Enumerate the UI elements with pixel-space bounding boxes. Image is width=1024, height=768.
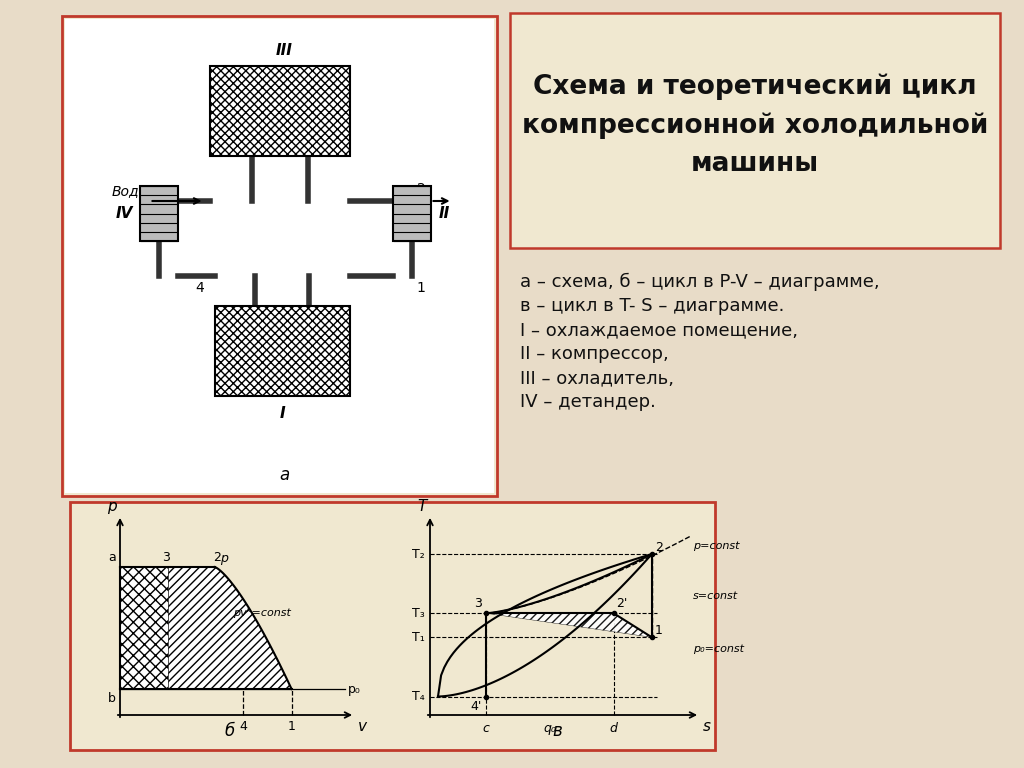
Bar: [392, 186, 430, 241]
Text: Вода: Вода: [112, 184, 147, 198]
Text: b: b: [109, 692, 116, 705]
Bar: [139, 186, 177, 241]
Polygon shape: [168, 567, 292, 689]
Text: I: I: [280, 406, 285, 421]
Text: s=const: s=const: [693, 591, 738, 601]
Text: Схема и теоретический цикл
компрессионной холодильной
машины: Схема и теоретический цикл компрессионно…: [522, 74, 988, 177]
Text: 2': 2': [616, 598, 628, 611]
Text: IV – детандер.: IV – детандер.: [520, 393, 656, 411]
FancyBboxPatch shape: [65, 19, 494, 493]
Text: d: d: [609, 722, 617, 735]
Text: 2: 2: [655, 541, 663, 554]
Text: 4: 4: [196, 281, 205, 295]
Text: III: III: [276, 43, 293, 58]
Text: T₁: T₁: [413, 631, 425, 644]
Text: I – охлаждаемое помещение,: I – охлаждаемое помещение,: [520, 321, 798, 339]
Text: IV: IV: [116, 206, 133, 221]
Bar: [210, 66, 349, 156]
Polygon shape: [120, 567, 168, 689]
Text: 3: 3: [163, 551, 170, 564]
Text: p: p: [219, 552, 227, 565]
Text: T₄: T₄: [413, 690, 425, 703]
Text: c: c: [482, 722, 489, 735]
Text: б: б: [225, 722, 236, 740]
Text: 3: 3: [474, 598, 482, 611]
Text: 1: 1: [288, 720, 296, 733]
Text: s: s: [703, 719, 711, 734]
Text: pvᵏ=const: pvᵏ=const: [232, 608, 291, 618]
Text: в – цикл в T- S – диаграмме.: в – цикл в T- S – диаграмме.: [520, 297, 784, 315]
Text: T₂: T₂: [413, 548, 425, 561]
Text: 2: 2: [213, 551, 220, 564]
Text: II: II: [438, 206, 450, 221]
Text: T₃: T₃: [413, 607, 425, 620]
Text: v: v: [358, 719, 367, 734]
Text: p=const: p=const: [693, 541, 739, 551]
Text: II – компрессор,: II – компрессор,: [520, 345, 669, 363]
Text: p₀: p₀: [348, 683, 360, 696]
Text: a: a: [109, 551, 116, 564]
Text: p₀=const: p₀=const: [693, 644, 744, 654]
Bar: [210, 66, 349, 156]
FancyBboxPatch shape: [62, 16, 497, 496]
FancyBboxPatch shape: [70, 502, 715, 750]
Text: p: p: [108, 499, 117, 514]
Text: 4: 4: [240, 720, 247, 733]
Bar: [214, 306, 349, 396]
Text: а – схема, б – цикл в P-V – диаграмме,: а – схема, б – цикл в P-V – диаграмме,: [520, 273, 880, 291]
Text: в: в: [553, 722, 562, 740]
Text: 1: 1: [655, 624, 663, 637]
Text: 1: 1: [417, 281, 425, 295]
Text: а: а: [280, 466, 290, 484]
Bar: [214, 306, 349, 396]
FancyBboxPatch shape: [510, 13, 1000, 248]
Text: T: T: [418, 499, 427, 514]
Polygon shape: [486, 614, 652, 637]
Text: 4': 4': [471, 700, 482, 713]
Text: q₀: q₀: [544, 722, 556, 735]
Text: III – охладитель,: III – охладитель,: [520, 369, 674, 387]
Text: 2: 2: [417, 182, 425, 196]
